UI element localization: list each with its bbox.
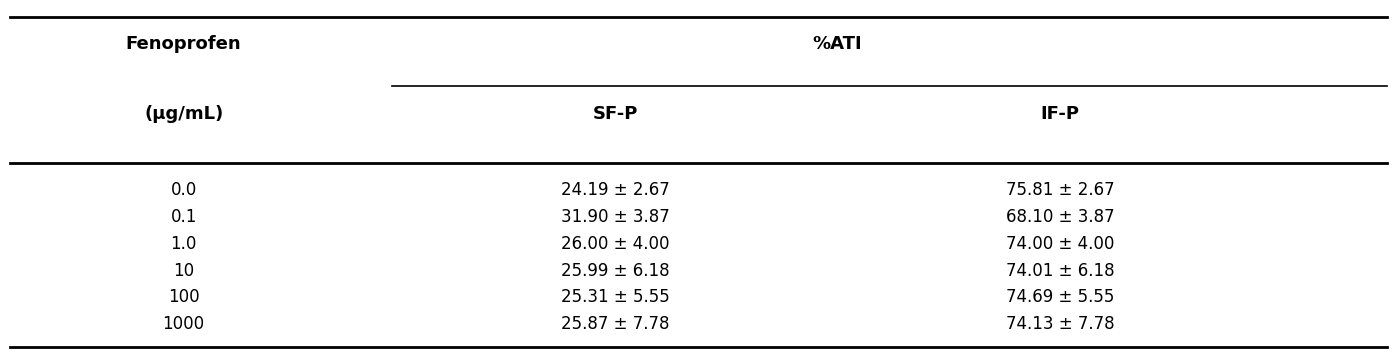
Text: (μg/mL): (μg/mL): [144, 105, 224, 123]
Text: %ATI: %ATI: [813, 35, 862, 53]
Text: 74.01 ± 6.18: 74.01 ± 6.18: [1006, 262, 1115, 280]
Text: IF-P: IF-P: [1041, 105, 1080, 123]
Text: 25.87 ± 7.78: 25.87 ± 7.78: [560, 315, 669, 333]
Text: 0.0: 0.0: [170, 181, 197, 199]
Text: 1.0: 1.0: [170, 235, 197, 253]
Text: 0.1: 0.1: [170, 208, 197, 226]
Text: 74.00 ± 4.00: 74.00 ± 4.00: [1006, 235, 1115, 253]
Text: 74.13 ± 7.78: 74.13 ± 7.78: [1006, 315, 1115, 333]
Text: 68.10 ± 3.87: 68.10 ± 3.87: [1006, 208, 1115, 226]
Text: 75.81 ± 2.67: 75.81 ± 2.67: [1006, 181, 1115, 199]
Text: 25.31 ± 5.55: 25.31 ± 5.55: [560, 288, 669, 306]
Text: SF-P: SF-P: [592, 105, 637, 123]
Text: 74.69 ± 5.55: 74.69 ± 5.55: [1006, 288, 1115, 306]
Text: 100: 100: [168, 288, 200, 306]
Text: 1000: 1000: [162, 315, 205, 333]
Text: 26.00 ± 4.00: 26.00 ± 4.00: [560, 235, 669, 253]
Text: 10: 10: [173, 262, 194, 280]
Text: 24.19 ± 2.67: 24.19 ± 2.67: [560, 181, 669, 199]
Text: 25.99 ± 6.18: 25.99 ± 6.18: [560, 262, 669, 280]
Text: 31.90 ± 3.87: 31.90 ± 3.87: [560, 208, 669, 226]
Text: Fenoprofen: Fenoprofen: [126, 35, 242, 53]
